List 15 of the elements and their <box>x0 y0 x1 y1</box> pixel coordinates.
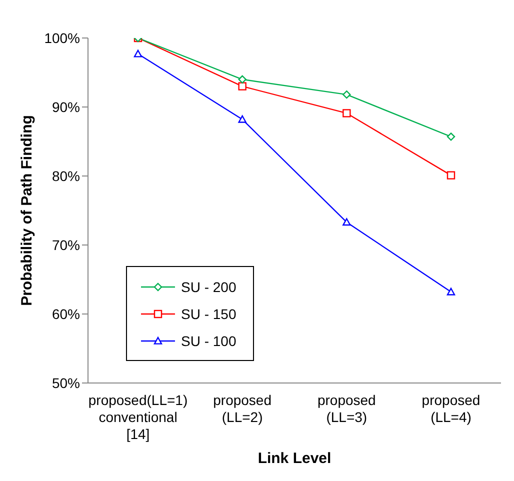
y-tick-label: 60% <box>52 306 80 322</box>
y-tick-label: 100% <box>44 30 80 46</box>
x-tick-label: proposed (LL=3) <box>317 392 376 425</box>
x-axis-title: Link Level <box>258 450 332 467</box>
legend-label: SU - 150 <box>181 306 236 322</box>
legend-label: SU - 100 <box>181 332 236 348</box>
x-tick-label: proposed (LL=4) <box>422 392 480 425</box>
y-tick-label: 70% <box>52 236 80 253</box>
y-tick-label: 50% <box>52 374 80 391</box>
y-axis-title: Probability of Path Finding <box>18 115 36 306</box>
x-tick-label: proposed(LL=1) conventional [14] <box>88 392 188 442</box>
y-tick-label: 80% <box>52 168 80 184</box>
y-tick-label: 90% <box>52 98 80 115</box>
x-tick-label: proposed (LL=2) <box>213 392 272 425</box>
legend-label: SU - 200 <box>181 278 236 294</box>
